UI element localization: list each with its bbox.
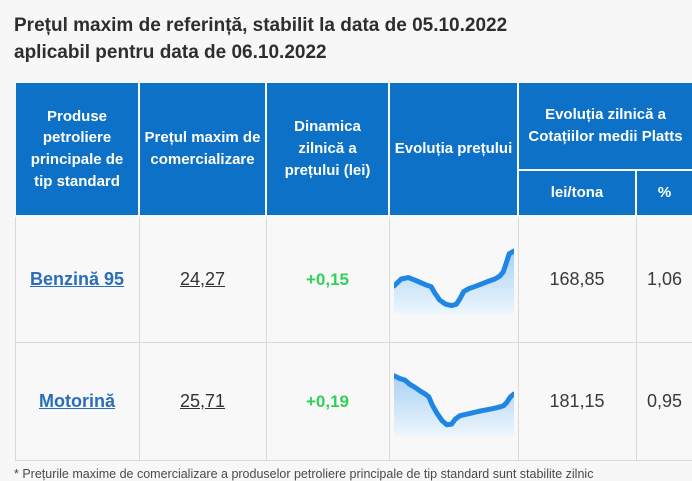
product-cell: Motorină <box>14 341 140 461</box>
col-header-price-evolution: Evoluția prețului <box>388 81 519 217</box>
price-sparkline-benzina <box>393 248 514 315</box>
daily-change-value: +0,15 <box>305 269 349 289</box>
title-line-1: Prețul maxim de referință, stabilit la d… <box>14 15 508 36</box>
platts-lei-value: 168,85 <box>549 268 605 289</box>
max-price-cell: 24,27 <box>138 215 267 343</box>
sparkline-cell <box>388 341 519 461</box>
platts-lei-cell: 181,15 <box>517 341 637 461</box>
page-title: Prețul maxim de referință, stabilit la d… <box>14 12 678 66</box>
table-row-benzina: Benzină 95 24,27 +0,15 168,85 1,06 <box>14 215 692 343</box>
col-header-products: Produse petroliere principale de tip sta… <box>14 81 140 217</box>
daily-change-cell: +0,19 <box>265 341 390 461</box>
daily-change-cell: +0,15 <box>265 215 390 343</box>
platts-lei-value: 181,15 <box>549 390 605 411</box>
max-price-value[interactable]: 25,71 <box>179 390 226 411</box>
price-sparkline-motorina <box>393 373 514 436</box>
col-header-platts-pct: % <box>634 169 692 217</box>
sparkline-cell <box>388 215 519 343</box>
platts-pct-cell: 1,06 <box>635 215 692 343</box>
platts-pct-cell: 0,95 <box>635 341 692 461</box>
col-header-platts: Evoluția zilnică a Cotațiilor medii Plat… <box>516 81 692 171</box>
title-line-2: aplicabil pentru data de 06.10.2022 <box>14 42 327 63</box>
col-header-max-price: Prețul maxim de comercializare <box>138 81 267 217</box>
max-price-value[interactable]: 24,27 <box>179 268 226 289</box>
product-link-motorina[interactable]: Motorină <box>39 390 115 411</box>
price-table: Produse petroliere principale de tip sta… <box>14 81 692 461</box>
platts-pct-value: 1,06 <box>646 268 683 289</box>
col-header-daily-dynamic: Dinamica zilnică a prețului (lei) <box>265 81 390 217</box>
table-row-motorina: Motorină 25,71 +0,19 181,15 0,95 <box>14 341 692 461</box>
col-header-platts-lei: lei/tona <box>517 169 637 217</box>
daily-change-value: +0,19 <box>305 391 349 411</box>
platts-pct-value: 0,95 <box>646 390 683 411</box>
max-price-cell: 25,71 <box>138 341 267 461</box>
platts-lei-cell: 168,85 <box>517 215 637 343</box>
footnote: * Prețurile maxime de comercializare a p… <box>14 466 594 481</box>
product-cell: Benzină 95 <box>14 215 140 343</box>
product-link-benzina[interactable]: Benzină 95 <box>29 268 125 289</box>
